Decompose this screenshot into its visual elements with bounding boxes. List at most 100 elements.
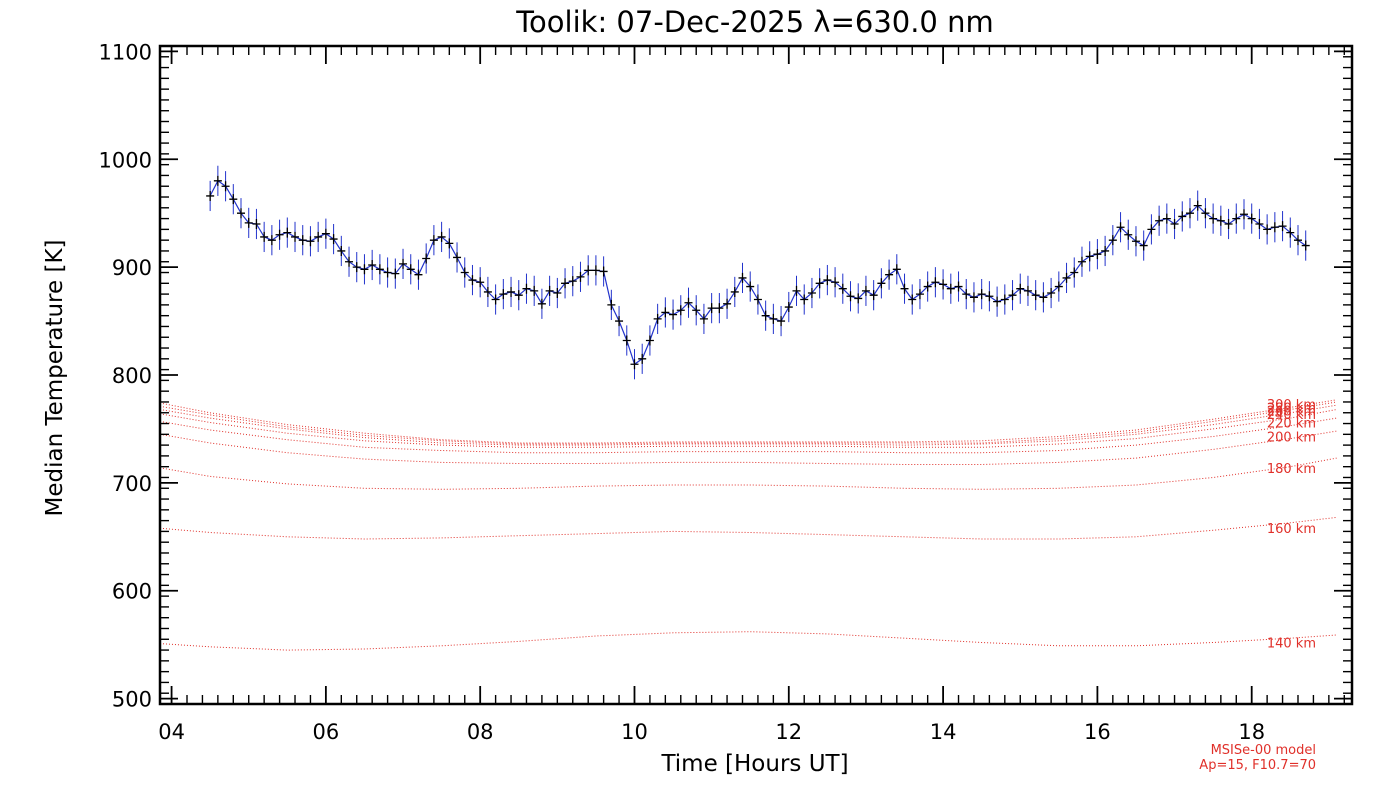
data-point [661, 307, 670, 318]
data-point [445, 238, 454, 249]
data-point [699, 313, 708, 324]
data-point [993, 296, 1002, 307]
data-point [607, 299, 616, 310]
model-label-140-km: 140 km [1267, 637, 1316, 652]
model-line-240-km [159, 409, 1337, 448]
data-point [807, 288, 816, 299]
data-point [1085, 251, 1094, 262]
data-point [923, 281, 932, 292]
data-point [838, 283, 847, 294]
data-point [1170, 218, 1179, 229]
data-point [1155, 215, 1164, 226]
data-point [561, 278, 570, 289]
data-point [869, 290, 878, 301]
data-point [1232, 213, 1241, 224]
data-point [1054, 281, 1063, 292]
data-point [715, 303, 724, 314]
data-point [1070, 267, 1079, 278]
y-axis-label: Median Temperature [K] [42, 240, 68, 517]
model-line-220-km [159, 417, 1337, 454]
data-point [360, 264, 369, 275]
data-point [1255, 218, 1264, 229]
data-point [831, 277, 840, 288]
x-tick-label: 16 [1084, 720, 1111, 744]
data-point [1239, 209, 1248, 220]
data-point [669, 309, 678, 320]
x-tick-label: 06 [313, 720, 340, 744]
data-point [368, 259, 377, 270]
data-point [915, 289, 924, 300]
data-point [931, 277, 940, 288]
x-tick-label: 14 [930, 720, 957, 744]
model-line-140-km [159, 631, 1337, 651]
data-point [1209, 213, 1218, 224]
model-label-200-km: 200 km [1267, 431, 1316, 446]
model-params-annotation: Ap=15, F10.7=70 [1199, 758, 1316, 773]
data-point [630, 359, 639, 370]
data-point [1293, 235, 1302, 246]
data-point [1178, 211, 1187, 222]
data-point [1270, 222, 1279, 233]
data-point [1286, 227, 1295, 238]
chart-title: Toolik: 07-Dec-2025 λ=630.0 nm [515, 5, 993, 39]
x-tick-label: 18 [1238, 720, 1265, 744]
y-tick-label: 700 [112, 472, 152, 496]
data-point [684, 297, 693, 308]
data-point [499, 289, 508, 300]
data-point [522, 283, 531, 294]
data-point [530, 285, 539, 296]
data-point [568, 276, 577, 287]
data-point [1278, 221, 1287, 232]
y-tick-label: 1100 [99, 40, 152, 64]
x-tick-label: 08 [467, 720, 494, 744]
data-point [414, 269, 423, 280]
data-point [885, 269, 894, 280]
data-point [738, 272, 747, 283]
model-line-300-km [159, 399, 1337, 444]
data-point [1131, 236, 1140, 247]
y-tick-label: 600 [112, 580, 152, 604]
data-point [707, 303, 716, 314]
data-point [962, 289, 971, 300]
data-point [260, 231, 269, 242]
data-point [692, 305, 701, 316]
data-point [1008, 290, 1017, 301]
x-tick-label: 12 [775, 720, 802, 744]
model-label-220-km: 220 km [1267, 417, 1316, 432]
data-point [969, 292, 978, 303]
data-point [730, 286, 739, 297]
data-point [422, 253, 431, 264]
data-point [329, 234, 338, 245]
data-point [1247, 213, 1256, 224]
tick-labels: 500 600 700 800 900 1000 1100 04 06 08 10 12 14 16 18 [99, 40, 1266, 744]
data-point [545, 285, 554, 296]
model-label-160-km: 160 km [1267, 522, 1316, 537]
data-point [846, 291, 855, 302]
data-point [229, 194, 238, 205]
data-point [1124, 229, 1133, 240]
data-point [939, 279, 948, 290]
data-point [306, 236, 315, 247]
data-point [892, 264, 901, 275]
data-point [476, 277, 485, 288]
data-point [823, 275, 832, 286]
x-tick-label: 04 [158, 720, 185, 744]
data-point [900, 283, 909, 294]
data-point [314, 231, 323, 242]
data-point [460, 267, 469, 278]
model-line-200-km [159, 430, 1337, 465]
model-line-260-km [159, 404, 1337, 446]
data-point [283, 227, 292, 238]
data-point [1101, 245, 1110, 256]
axes [158, 44, 1354, 706]
data-point [337, 245, 346, 256]
measurement-line [209, 179, 1307, 366]
data-point [213, 175, 222, 186]
data-point [591, 265, 600, 276]
data-point [645, 335, 654, 346]
data-point [391, 268, 400, 279]
data-point [1031, 290, 1040, 301]
model-line-160-km [159, 516, 1337, 540]
data-point [298, 235, 307, 246]
model-line-280-km [159, 401, 1337, 445]
